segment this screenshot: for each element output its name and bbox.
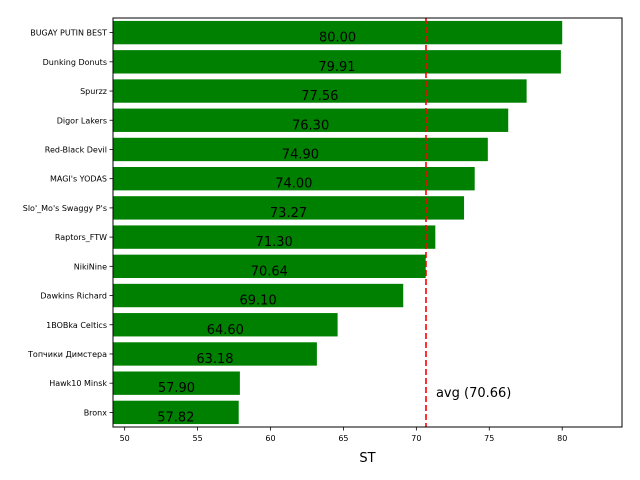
x-tick-label: 50 [120, 434, 130, 443]
y-tick-label: Dawkins Richard [40, 292, 107, 301]
bar [113, 50, 561, 74]
bar [113, 254, 426, 279]
plot-frame [112, 17, 623, 428]
value-labels-group: 80.00 79.91 77.56 76.30 74.90 74.00 73.27 71.30… [157, 31, 356, 426]
bar-value-label: 57.90 [158, 381, 195, 396]
bar [113, 283, 404, 308]
x-tick-label: 60 [265, 434, 275, 443]
average-label: avg (70.66) [436, 386, 511, 401]
bar-value-label: 70.64 [251, 264, 288, 279]
bar [113, 342, 317, 366]
bar [113, 371, 240, 395]
y-tick-label: Digor Lakers [57, 116, 107, 125]
y-tick-labels-group: BUGAY PUTIN BEST Dunking Donuts Spurzz Digo… [23, 29, 113, 417]
bar [113, 137, 488, 162]
bar-value-label: 73.27 [270, 206, 307, 221]
y-tick-label: Dunking Donuts [43, 58, 107, 67]
y-tick-label: 1BOBka Celtics [46, 321, 107, 330]
y-tick-label: NikiNine [74, 262, 107, 271]
bar [113, 20, 563, 45]
bar-value-label: 69.10 [240, 294, 277, 309]
y-tick-label: Hawk10 Minsk [49, 379, 107, 388]
bar-value-label: 57.82 [157, 410, 194, 425]
bar-value-label: 79.91 [318, 60, 355, 75]
x-tick-label: 70 [411, 434, 421, 443]
x-axis-label: ST [359, 451, 375, 466]
y-tick-label: BUGAY PUTIN BEST [30, 29, 107, 38]
bar-value-label: 74.90 [282, 147, 319, 162]
y-tick-label: Топчики Димстера [27, 350, 107, 359]
bar [113, 225, 436, 249]
bar-value-label: 74.00 [275, 177, 312, 192]
bar [113, 166, 475, 191]
x-tick-label: 80 [557, 434, 567, 443]
bar-value-label: 64.60 [207, 323, 244, 338]
bar-value-label: 76.30 [292, 118, 329, 133]
bars-group [113, 20, 563, 425]
bar [113, 108, 509, 132]
bar [113, 313, 338, 337]
bar-value-label: 63.18 [196, 352, 233, 367]
bar-value-label: 80.00 [319, 31, 356, 46]
y-tick-label: Raptors_FTW [55, 233, 107, 242]
bar [113, 196, 465, 220]
y-tick-label: MAGI's YODAS [50, 175, 107, 184]
x-tick-labels-group: 50 55 60 65 70 75 80 [120, 427, 567, 443]
x-tick-label: 55 [192, 434, 202, 443]
x-tick-label: 75 [484, 434, 494, 443]
y-tick-label: Slo'_Mo's Swaggy P's [23, 204, 107, 213]
bar-value-label: 71.30 [256, 235, 293, 250]
x-tick-label: 65 [338, 434, 348, 443]
bar [113, 79, 527, 103]
bar [113, 400, 239, 425]
bar-value-label: 77.56 [301, 89, 338, 104]
y-tick-label: Red-Black Devil [45, 145, 107, 154]
y-tick-label: Bronx [84, 408, 108, 417]
y-tick-label: Spurzz [80, 87, 107, 96]
